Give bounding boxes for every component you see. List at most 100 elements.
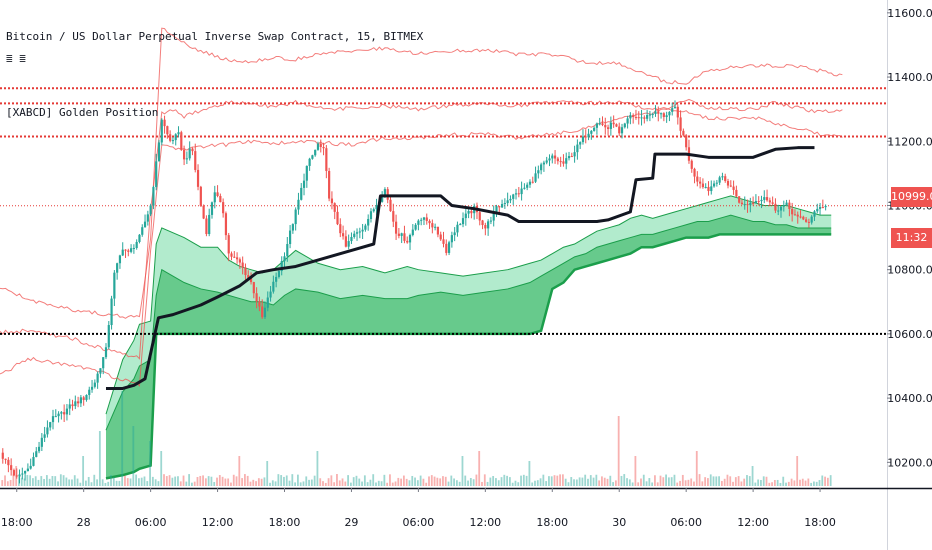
- volume-bar: [458, 481, 461, 486]
- candle-body: [135, 241, 138, 248]
- volume-bar: [257, 478, 260, 486]
- candle-body: [280, 261, 283, 272]
- candle-body: [314, 149, 317, 156]
- candle-body: [595, 123, 599, 128]
- candle-body: [127, 250, 130, 252]
- candle-body: [138, 234, 141, 242]
- volume-bar: [539, 478, 542, 486]
- candle-body: [609, 122, 612, 129]
- volume-bar: [776, 479, 779, 486]
- volume-bar: [4, 475, 6, 486]
- volume-bar: [372, 474, 375, 486]
- volume-bar: [453, 478, 455, 486]
- candle-body: [77, 401, 80, 404]
- volume-bar: [561, 474, 564, 486]
- volume-bar: [143, 476, 146, 486]
- candle-body: [481, 220, 484, 226]
- time-tick-label: 28: [77, 516, 91, 529]
- volume-bar: [389, 474, 391, 486]
- candle-body: [4, 458, 7, 460]
- volume-bar: [436, 477, 439, 486]
- candle-body: [615, 124, 618, 127]
- volume-bar: [762, 476, 765, 486]
- envelope-line-2: [0, 98, 843, 360]
- volume-bar: [218, 475, 221, 486]
- volume-bar: [598, 480, 601, 486]
- candle-body: [484, 225, 487, 229]
- candle-body: [434, 226, 437, 228]
- volume-bar: [567, 482, 570, 486]
- candle-body: [141, 227, 144, 235]
- candle-body: [715, 182, 718, 184]
- volume-bar: [428, 476, 430, 486]
- volume-bar: [249, 481, 252, 486]
- candle-body: [308, 158, 311, 166]
- candle-body: [394, 221, 398, 234]
- volume-bar: [810, 482, 813, 486]
- volume-bar: [294, 482, 297, 486]
- candle-body: [121, 249, 124, 256]
- volume-bar: [151, 476, 154, 486]
- candle-body: [54, 416, 57, 418]
- candle-body: [35, 451, 38, 457]
- volume-bar: [43, 478, 45, 486]
- candle-body: [336, 211, 339, 225]
- candle-body: [157, 142, 161, 162]
- volume-bar: [606, 478, 609, 486]
- candle-body: [565, 158, 568, 164]
- candle-body: [155, 161, 158, 188]
- candle-body: [160, 119, 163, 143]
- volume-bar: [73, 475, 76, 486]
- candle-body: [107, 325, 110, 348]
- volume-bar: [829, 475, 832, 486]
- volume-bar: [188, 474, 191, 486]
- candle-body: [567, 156, 571, 159]
- candle-body: [102, 357, 105, 369]
- volume-bar: [177, 476, 179, 486]
- candle-body: [208, 214, 211, 235]
- candle-body: [587, 133, 590, 138]
- volume-bar: [319, 478, 322, 486]
- volume-bar: [260, 478, 263, 486]
- candle-body: [288, 230, 292, 245]
- price-tick-label: 10600.0: [887, 328, 932, 341]
- candle-body: [604, 124, 607, 128]
- last-price-tag: 10999.0: [891, 187, 932, 207]
- candle-body: [450, 235, 453, 243]
- candle-body: [673, 106, 677, 109]
- volume-bar: [528, 461, 531, 486]
- volume-bar: [405, 478, 408, 486]
- candle-body: [171, 140, 175, 142]
- cloud-upper-band: [105, 195, 832, 431]
- candle-body: [143, 221, 147, 228]
- volume-bar: [394, 481, 397, 486]
- candle-body: [328, 170, 331, 199]
- volume-bar: [299, 482, 302, 486]
- volume-bar: [729, 476, 732, 486]
- candle-body: [24, 471, 27, 474]
- candle-body: [562, 161, 565, 164]
- volume-bar: [20, 477, 23, 486]
- volume-bar: [444, 476, 447, 486]
- volume-bar: [634, 456, 637, 486]
- candle-body: [648, 114, 652, 116]
- volume-bar: [637, 482, 640, 486]
- price-tick-label: 10800.0: [887, 264, 932, 277]
- candle-body: [255, 293, 258, 302]
- volume-bar: [790, 478, 793, 486]
- volume-bar: [455, 480, 458, 486]
- volume-bar: [71, 479, 73, 486]
- candle-body: [531, 181, 534, 183]
- volume-bar: [673, 474, 676, 486]
- volume-bar: [62, 475, 65, 486]
- candle-body: [149, 205, 152, 215]
- candle-body: [690, 160, 693, 169]
- candle-body: [606, 127, 610, 129]
- candle-body: [26, 468, 29, 472]
- volume-bar: [316, 451, 319, 486]
- candle-body: [252, 282, 255, 294]
- candle-body: [18, 474, 21, 477]
- candle-body: [771, 202, 774, 204]
- candle-body: [361, 229, 364, 232]
